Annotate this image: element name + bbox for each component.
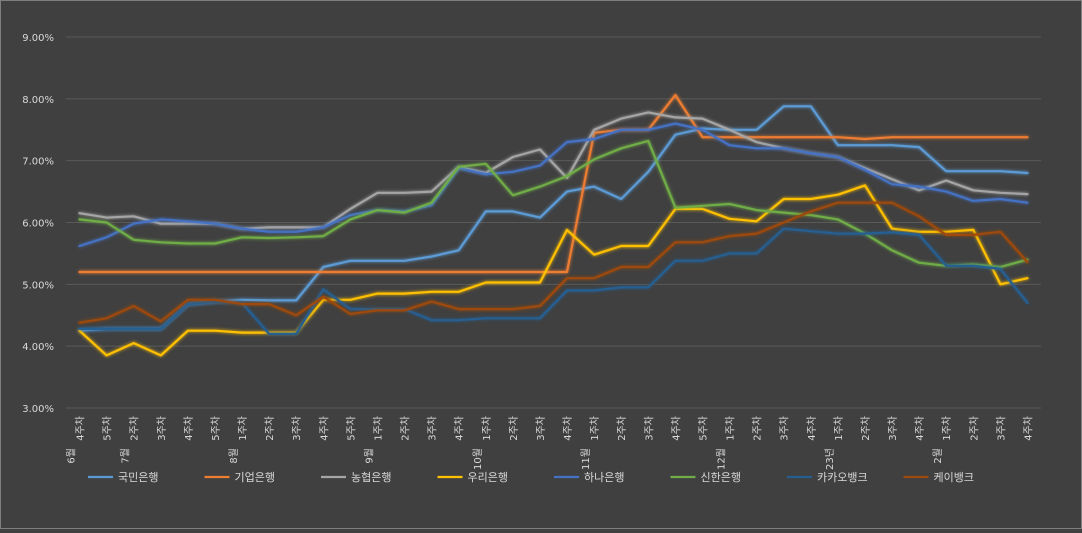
x-axis-tick-labels: 4주차 6월 5주차 2주차 7월 3주차 4주차 5주차 1주차 8월 2주차 3주차 4주차 5주차 1…	[66, 416, 1035, 470]
legend: 국민은행 기업은행 농협은행 우리은행 하나은행 신한은행 카카오뱅크 케이뱅크	[88, 470, 974, 484]
x-tick-label: 5주차	[102, 416, 114, 441]
series-lines	[78, 93, 1029, 357]
x-tick-group-label: 6월	[66, 448, 78, 464]
x-tick-group-label: 12월	[716, 448, 728, 470]
series-line-1	[78, 105, 1029, 332]
x-tick-label: 4주차	[670, 416, 682, 441]
x-tick-label: 3주차	[887, 416, 899, 441]
legend-label: 우리은행	[468, 471, 508, 484]
y-tick-label: 8.00%	[22, 95, 54, 106]
legend-item: 케이뱅크	[903, 471, 974, 484]
x-tick-label: 4주차	[183, 416, 195, 441]
x-tick-label: 3주차	[995, 416, 1007, 441]
x-tick-label: 1주차	[833, 416, 845, 441]
x-tick-label: 1주차	[237, 416, 249, 441]
x-tick-label: 1주차	[481, 416, 493, 441]
legend-item: 카카오뱅크	[787, 471, 868, 484]
legend-item: 국민은행	[88, 471, 158, 484]
x-tick-label: 5주차	[345, 416, 357, 441]
x-tick-label: 2주차	[129, 416, 141, 441]
legend-item: 하나은행	[554, 470, 624, 484]
x-tick-label: 3주차	[535, 416, 547, 441]
x-tick-label: 3주차	[643, 416, 655, 441]
x-tick-label: 1주차	[589, 416, 601, 441]
series-line-4	[78, 184, 1029, 357]
x-tick-label: 5주차	[210, 416, 222, 441]
x-tick-label: 2주차	[264, 416, 276, 441]
x-tick-label: 2주차	[968, 416, 980, 441]
x-tick-label: 3주차	[427, 416, 439, 441]
legend-label: 기업은행	[235, 471, 275, 484]
series-line-6	[78, 139, 1029, 269]
legend-label: 하나은행	[584, 470, 624, 484]
legend-label: 국민은행	[118, 471, 158, 484]
x-tick-label: 4주차	[1022, 416, 1034, 441]
x-tick-label: 4주차	[562, 416, 574, 441]
x-tick-label: 2주차	[508, 416, 520, 441]
x-tick-group-label: 10월	[472, 448, 484, 470]
x-tick-label: 3주차	[156, 416, 168, 441]
x-tick-label: 3주차	[291, 416, 303, 441]
series-line-5	[78, 122, 1029, 248]
y-tick-label: 6.00%	[22, 219, 54, 230]
x-tick-label: 4주차	[318, 416, 330, 441]
legend-label: 신한은행	[701, 471, 741, 484]
x-tick-label: 3주차	[779, 416, 791, 441]
x-tick-label: 1주차	[941, 416, 953, 441]
y-tick-label: 9.00%	[22, 33, 54, 44]
legend-item: 우리은행	[437, 471, 508, 484]
x-tick-group-label: 8월	[228, 448, 240, 464]
series-line-8	[78, 201, 1029, 324]
x-tick-label: 2주차	[860, 416, 872, 441]
legend-item: 신한은행	[670, 471, 741, 484]
x-tick-group-label: 2월	[932, 448, 944, 464]
x-tick-group-label: 23년	[824, 448, 836, 470]
x-tick-group-label: 9월	[363, 448, 375, 464]
x-tick-label: 1주차	[372, 416, 384, 441]
x-tick-label: 4주차	[75, 416, 87, 441]
y-tick-label: 3.00%	[22, 404, 54, 415]
y-axis-tick-labels: 3.00% 4.00% 5.00% 6.00% 7.00% 8.00% 9.00%	[22, 33, 54, 415]
x-tick-label: 2주차	[616, 416, 628, 441]
legend-label: 카카오뱅크	[817, 471, 868, 484]
x-tick-group-label: 7월	[120, 448, 132, 464]
x-tick-label: 5주차	[697, 416, 709, 441]
legend-label: 케이뱅크	[934, 471, 974, 484]
gridlines	[66, 36, 1041, 409]
x-tick-group-label: 11월	[580, 448, 592, 470]
x-tick-label: 4주차	[806, 416, 818, 441]
series-line-2	[78, 93, 1029, 274]
legend-item: 기업은행	[204, 471, 275, 484]
y-tick-label: 5.00%	[22, 280, 54, 291]
legend-item: 농협은행	[321, 471, 391, 484]
y-tick-label: 4.00%	[22, 342, 54, 353]
legend-label: 농협은행	[351, 471, 391, 484]
y-tick-label: 7.00%	[22, 157, 54, 168]
x-tick-label: 4주차	[914, 416, 926, 441]
x-tick-label: 4주차	[454, 416, 466, 441]
x-tick-label: 1주차	[725, 416, 737, 441]
x-tick-label: 2주차	[400, 416, 412, 441]
x-tick-label: 2주차	[752, 416, 764, 441]
